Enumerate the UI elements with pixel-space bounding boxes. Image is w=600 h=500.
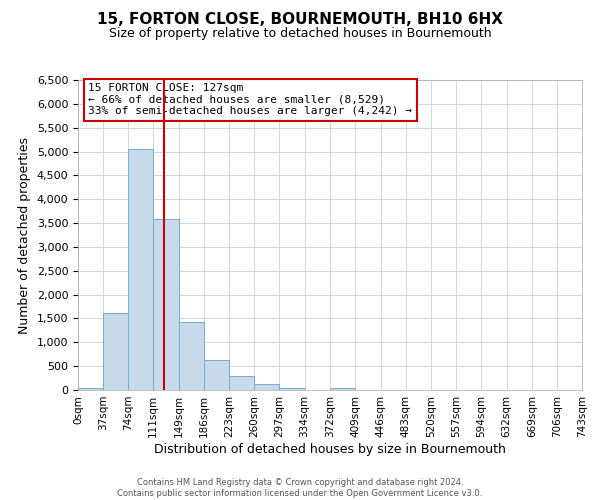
Text: Contains HM Land Registry data © Crown copyright and database right 2024.
Contai: Contains HM Land Registry data © Crown c… [118,478,482,498]
Bar [78,388,103,390]
Text: Size of property relative to detached houses in Bournemouth: Size of property relative to detached ho… [109,28,491,40]
Bar [204,360,229,390]
Text: 15 FORTON CLOSE: 127sqm
← 66% of detached houses are smaller (8,529)
33% of semi: 15 FORTON CLOSE: 127sqm ← 66% of detache… [88,83,412,116]
Bar [254,384,280,390]
Bar [229,376,254,390]
Bar [280,388,305,390]
Y-axis label: Number of detached properties: Number of detached properties [18,136,31,334]
Bar [331,388,355,390]
Text: 15, FORTON CLOSE, BOURNEMOUTH, BH10 6HX: 15, FORTON CLOSE, BOURNEMOUTH, BH10 6HX [97,12,503,28]
Bar [103,312,128,390]
Bar [153,220,179,390]
X-axis label: Distribution of detached houses by size in Bournemouth: Distribution of detached houses by size … [154,442,506,456]
Bar [128,148,153,390]
Bar [179,322,204,390]
